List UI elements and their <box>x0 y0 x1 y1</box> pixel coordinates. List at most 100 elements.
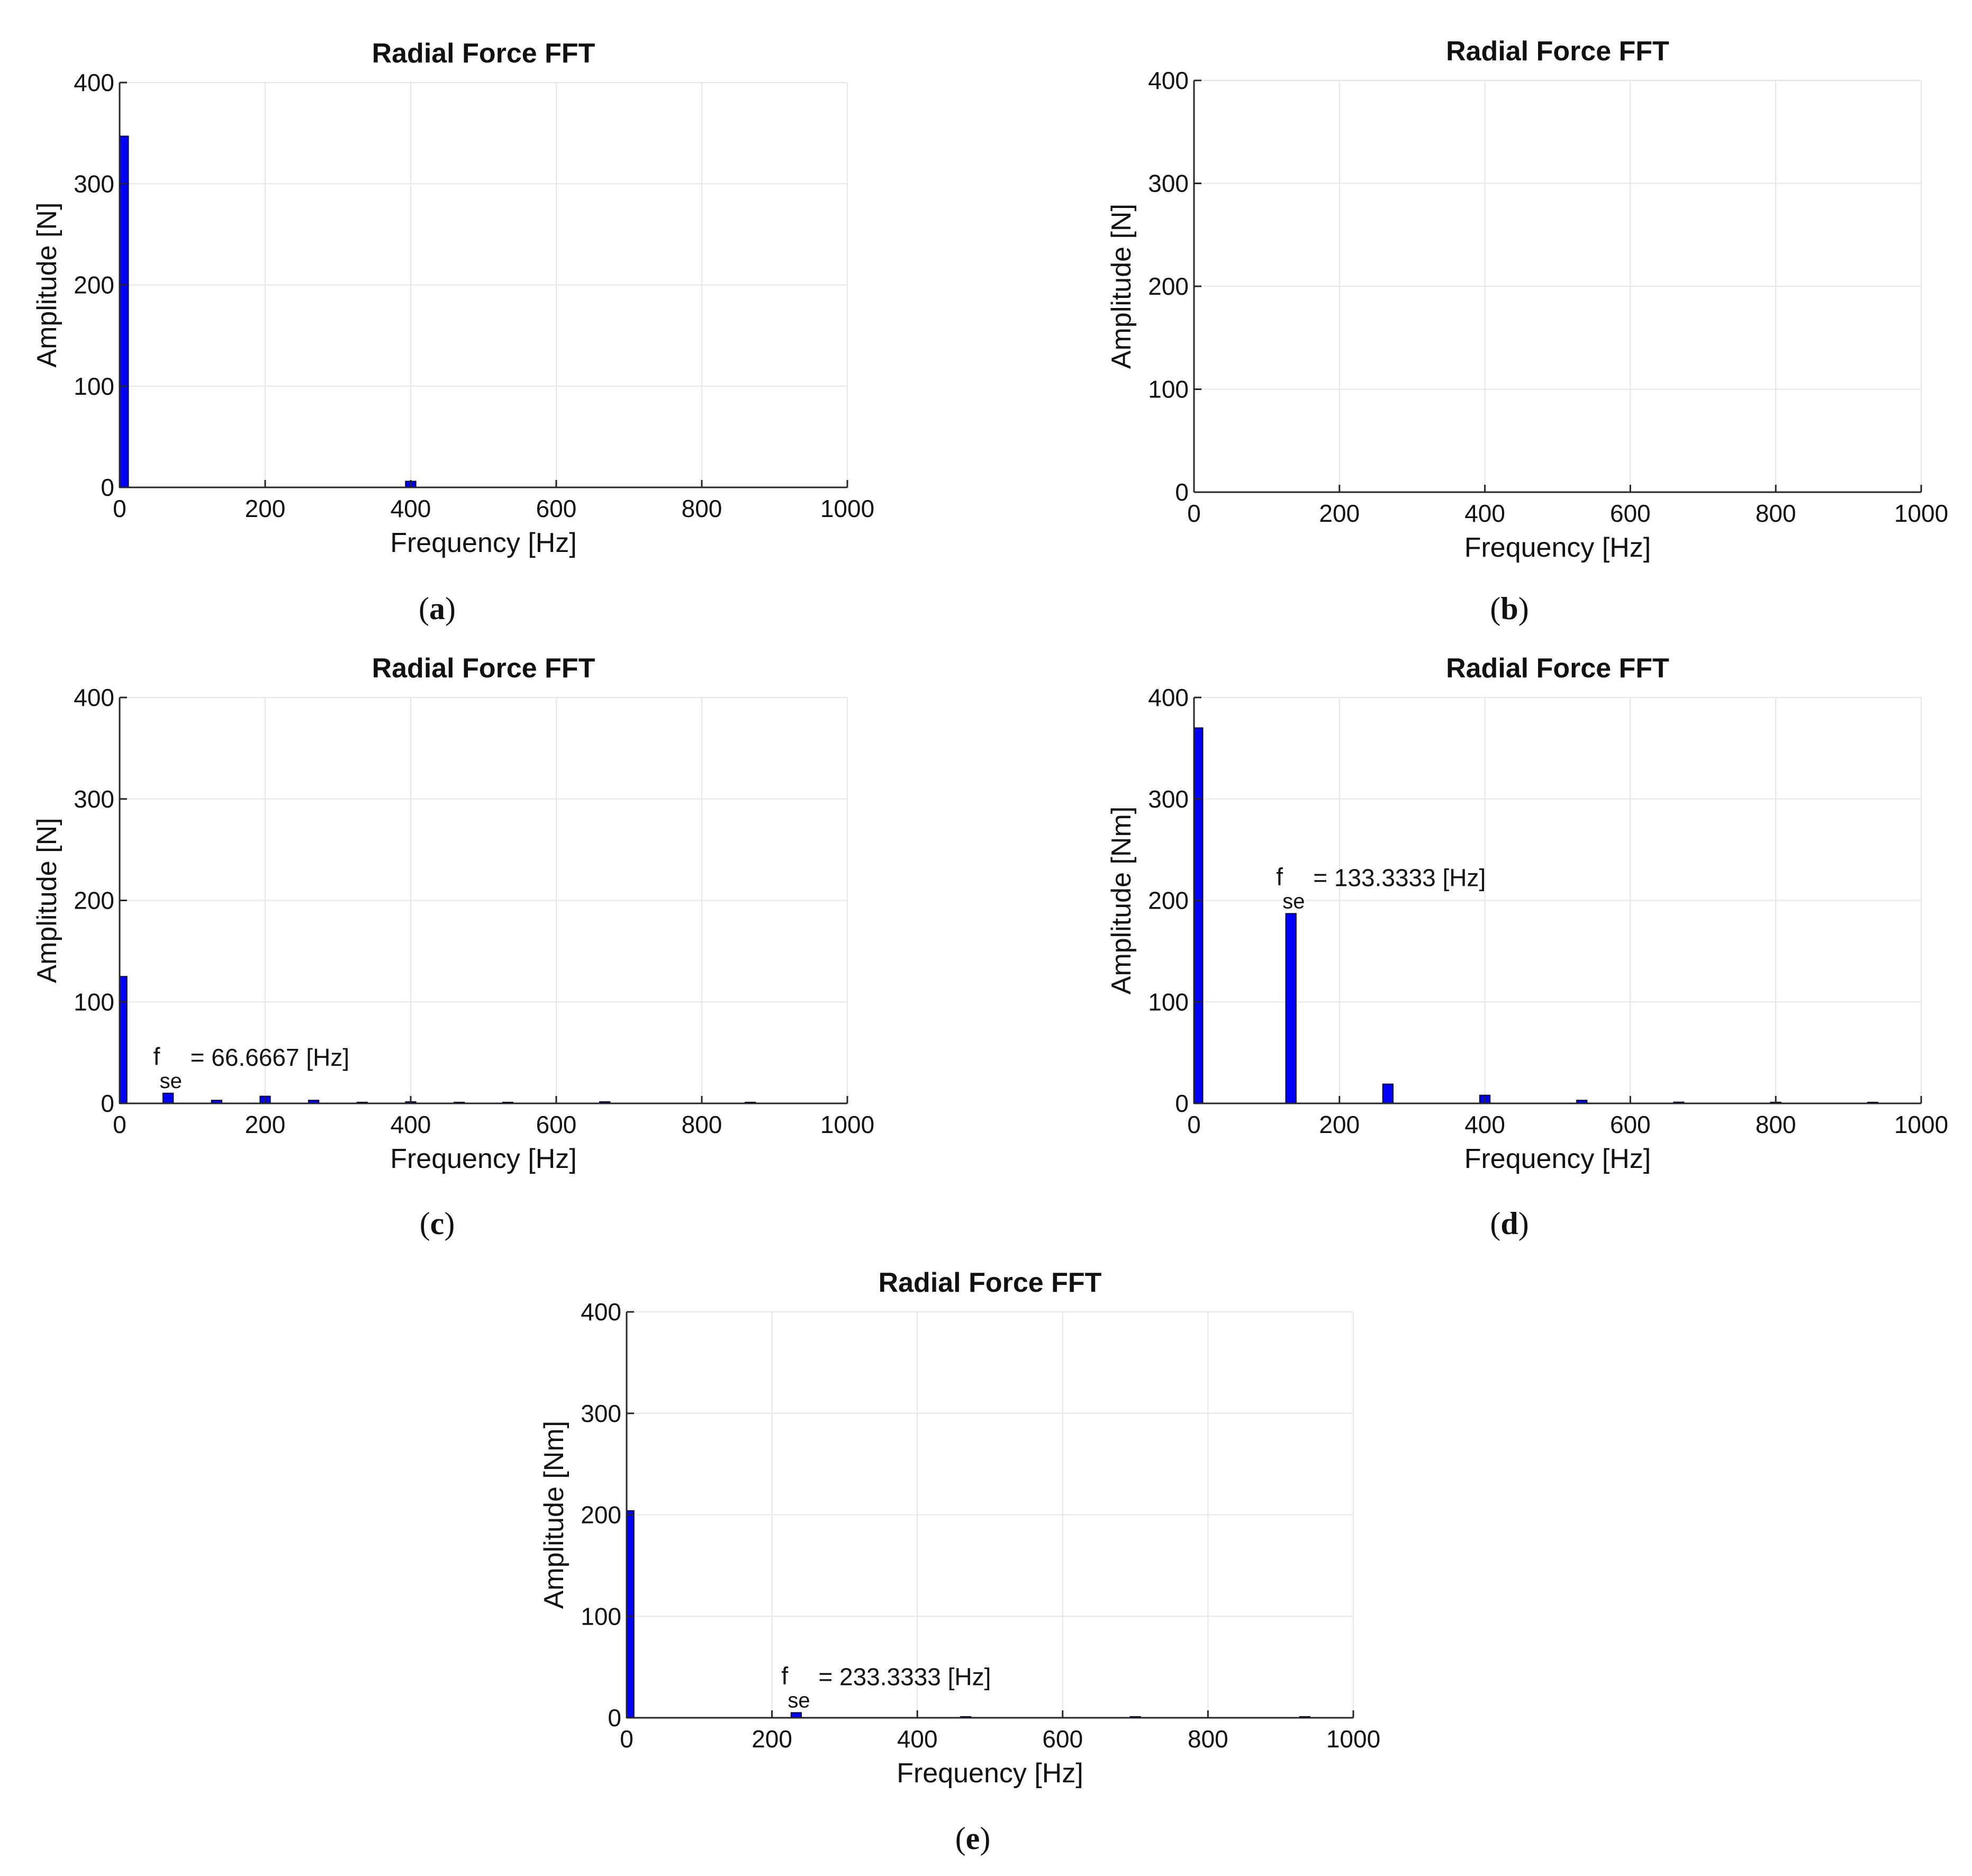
x-axis-label: Frequency [Hz] <box>1464 1144 1651 1174</box>
y-tick-label: 0 <box>608 1704 621 1732</box>
annotation-text: = 233.3333 [Hz] <box>818 1663 991 1690</box>
x-tick-label: 0 <box>620 1725 634 1753</box>
y-tick-label: 400 <box>1148 67 1189 94</box>
x-tick-label: 600 <box>1610 1111 1651 1138</box>
y-tick-label: 300 <box>74 170 114 197</box>
panel-caption: (e) <box>955 1821 991 1856</box>
x-axis-label: Frequency [Hz] <box>390 528 577 558</box>
chart-panel-a: 0 200 400 600 800 1000 0 100 200 300 400 Radial For… <box>32 38 874 626</box>
x-tick-label: 400 <box>897 1725 938 1753</box>
x-tick-label: 800 <box>1188 1725 1228 1753</box>
panel-caption: (a) <box>419 591 456 626</box>
bar <box>119 976 128 1104</box>
x-tick-label: 200 <box>752 1725 792 1753</box>
y-tick-label: 200 <box>1148 887 1189 914</box>
y-axis-label: Amplitude [N] <box>32 818 62 983</box>
y-tick-label: 100 <box>74 373 114 400</box>
y-tick-label: 100 <box>74 988 114 1016</box>
annotation-text: = 133.3333 [Hz] <box>1313 864 1486 891</box>
x-axis-label: Frequency [Hz] <box>897 1758 1083 1789</box>
y-axis-label: Amplitude [Nm] <box>1106 806 1137 994</box>
chart-title: Radial Force FFT <box>372 653 595 684</box>
y-tick-label: 300 <box>1148 170 1189 197</box>
chart-title: Radial Force FFT <box>1446 653 1669 684</box>
x-tick-label: 200 <box>1319 500 1360 527</box>
y-tick-label: 0 <box>1175 1090 1189 1117</box>
bar <box>1285 913 1297 1104</box>
annotation-fse: fse = 133.3333 [Hz] <box>1276 863 1486 913</box>
y-tick-label: 300 <box>74 785 114 813</box>
y-tick-label: 400 <box>1148 684 1189 711</box>
x-tick-label: 1000 <box>1894 500 1948 527</box>
annotation-fse: fse = 233.3333 [Hz] <box>781 1662 991 1712</box>
x-tick-label: 0 <box>113 495 126 522</box>
x-tick-label: 1000 <box>1894 1111 1948 1138</box>
y-axis-label: Amplitude [Nm] <box>539 1421 569 1609</box>
panel-caption: (c) <box>420 1206 455 1241</box>
chart-title: Radial Force FFT <box>372 38 595 69</box>
chart-title: Radial Force FFT <box>879 1267 1102 1298</box>
bar <box>119 135 129 488</box>
y-tick-label: 200 <box>74 887 114 914</box>
annotation-subscript: se <box>160 1070 182 1093</box>
x-tick-label: 400 <box>1464 500 1505 527</box>
y-tick-label: 400 <box>74 69 114 96</box>
x-tick-label: 400 <box>391 1111 431 1138</box>
x-tick-label: 0 <box>1187 1111 1201 1138</box>
chart-panel-b: 0 200 400 600 800 1000 0 100 200 300 400 Radial For… <box>1106 36 1948 626</box>
annotation-base: f <box>153 1043 160 1070</box>
x-tick-label: 600 <box>1042 1725 1083 1753</box>
annotation-base: f <box>1276 863 1283 890</box>
y-axis-label: Amplitude [N] <box>32 202 62 367</box>
x-tick-label: 400 <box>1464 1111 1505 1138</box>
x-axis-label: Frequency [Hz] <box>390 1144 577 1174</box>
x-tick-label: 800 <box>1756 500 1796 527</box>
annotation-text: = 66.6667 [Hz] <box>191 1044 349 1071</box>
x-tick-label: 800 <box>682 495 722 522</box>
y-tick-label: 300 <box>1148 785 1189 813</box>
x-tick-label: 0 <box>113 1111 126 1138</box>
y-axis-label: Amplitude [N] <box>1106 204 1137 369</box>
y-tick-label: 100 <box>1148 988 1189 1016</box>
y-tick-label: 100 <box>581 1602 621 1630</box>
x-tick-label: 600 <box>536 495 577 522</box>
x-tick-label: 800 <box>1756 1111 1796 1138</box>
x-tick-label: 400 <box>391 495 431 522</box>
y-tick-label: 300 <box>581 1400 621 1427</box>
y-tick-label: 200 <box>1148 273 1189 300</box>
panel-caption: (d) <box>1490 1206 1528 1241</box>
annotation-subscript: se <box>788 1689 810 1712</box>
bar <box>162 1092 174 1104</box>
bar <box>1382 1083 1394 1104</box>
chart-panel-c: 0 200 400 600 800 1000 0 100 200 300 400 Radial For… <box>32 653 874 1241</box>
x-tick-label: 200 <box>245 1111 286 1138</box>
chart-panel-e: 0 200 400 600 800 1000 0 100 200 300 400 Radial For… <box>539 1267 1380 1856</box>
x-tick-label: 1000 <box>1326 1725 1380 1753</box>
y-tick-label: 200 <box>581 1501 621 1529</box>
x-tick-label: 0 <box>1187 500 1201 527</box>
bar <box>1193 727 1204 1104</box>
x-tick-label: 800 <box>682 1111 722 1138</box>
x-tick-label: 600 <box>536 1111 577 1138</box>
annotation-base: f <box>781 1662 788 1689</box>
x-tick-label: 200 <box>245 495 286 522</box>
annotation-fse: fse = 66.6667 [Hz] <box>153 1043 349 1093</box>
x-tick-label: 200 <box>1319 1111 1360 1138</box>
chart-title: Radial Force FFT <box>1446 36 1669 67</box>
y-tick-label: 400 <box>581 1298 621 1326</box>
y-tick-label: 200 <box>74 271 114 299</box>
x-axis-label: Frequency [Hz] <box>1464 532 1651 563</box>
bar <box>626 1510 635 1719</box>
chart-panel-d: 0 200 400 600 800 1000 0 100 200 300 400 Radial For… <box>1106 653 1948 1241</box>
annotation-subscript: se <box>1282 890 1305 913</box>
x-tick-label: 1000 <box>820 1111 874 1138</box>
x-tick-label: 600 <box>1610 500 1651 527</box>
y-tick-label: 400 <box>74 684 114 711</box>
x-tick-label: 1000 <box>820 495 874 522</box>
y-tick-label: 0 <box>101 1090 114 1117</box>
y-tick-label: 0 <box>1175 478 1189 506</box>
panel-caption: (b) <box>1490 591 1528 626</box>
y-tick-label: 100 <box>1148 376 1189 403</box>
y-tick-label: 0 <box>101 474 114 501</box>
